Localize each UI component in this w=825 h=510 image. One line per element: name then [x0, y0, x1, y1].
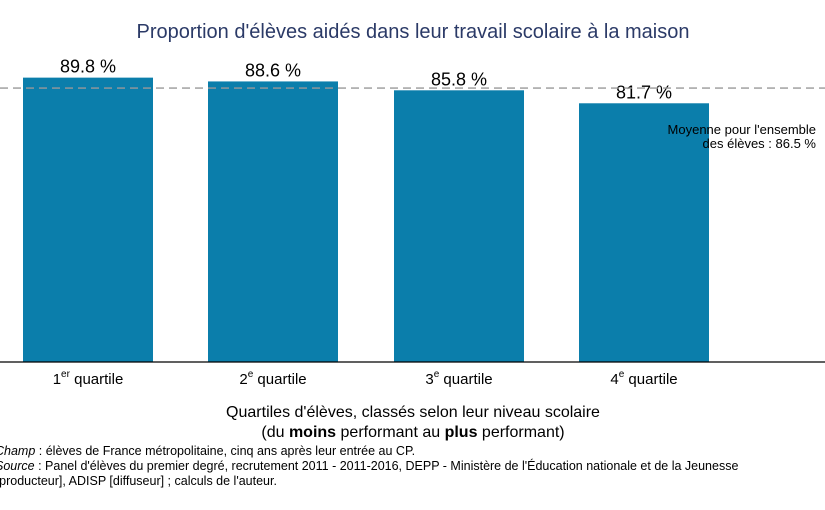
x-tick-label-3: 3e quartile — [425, 369, 492, 388]
x-axis-label-line2: (du moins performant au plus performant) — [261, 424, 564, 441]
bar-value-label-3: 85.8 % — [431, 69, 487, 89]
chart-title: Proportion d'élèves aidés dans leur trav… — [137, 21, 690, 43]
bar-2 — [208, 81, 338, 362]
x-tick-label-4: 4e quartile — [610, 369, 677, 388]
note-source-cont: (producteur], ADISP [diffuseur] ; calcul… — [0, 474, 277, 488]
reference-label-line2: des élèves : 86.5 % — [703, 136, 817, 151]
bar-1 — [23, 77, 153, 362]
bar-value-label-4: 81.7 % — [616, 82, 672, 102]
x-tick-label-2: 2e quartile — [239, 369, 306, 388]
x-axis-label-line1: Quartiles d'élèves, classés selon leur n… — [226, 404, 600, 421]
bar-3 — [394, 90, 524, 363]
bar-value-label-2: 88.6 % — [245, 60, 301, 80]
note-champ: Champ : élèves de France métropolitaine,… — [0, 444, 416, 458]
note-source: Source : Panel d'élèves du premier degré… — [0, 459, 739, 473]
reference-label-line1: Moyenne pour l'ensemble — [668, 122, 816, 137]
bar-4 — [579, 103, 709, 363]
x-tick-label-1: 1er quartile — [53, 369, 124, 388]
bar-value-label-1: 89.8 % — [60, 57, 116, 77]
